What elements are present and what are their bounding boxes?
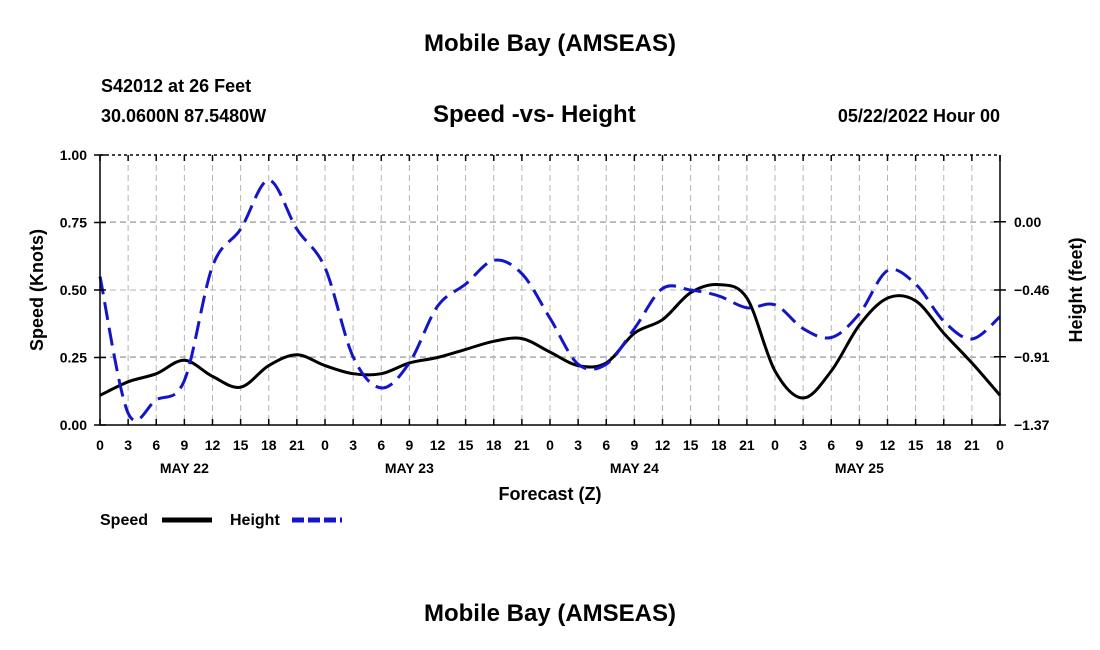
y2-tick-label: −0.91 xyxy=(1014,349,1050,365)
x-tick-label: 18 xyxy=(486,437,502,453)
x-tick-label: 12 xyxy=(430,437,446,453)
y-tick-label: 0.00 xyxy=(60,417,87,433)
x-tick-label: 0 xyxy=(771,437,779,453)
series-line-speed xyxy=(99,282,1002,400)
x-axis-title: Forecast (Z) xyxy=(498,484,601,504)
main-title: Mobile Bay (AMSEAS) xyxy=(423,30,677,57)
x-tick-label: 18 xyxy=(711,437,727,453)
series-layer xyxy=(98,178,1002,422)
x-tick-label: 21 xyxy=(289,437,305,453)
x-tick-label: 3 xyxy=(349,437,357,453)
x-tick-label: 0 xyxy=(996,437,1004,453)
axes: Forecast (Z) Speed (Knots) Height (feet)… xyxy=(27,147,1086,504)
y2-tick-label: −0.46 xyxy=(1014,282,1050,298)
legend: Speed Height xyxy=(100,512,342,529)
x-tick-label: 6 xyxy=(827,437,835,453)
coordinates-label: 30.0600N 87.5480W xyxy=(101,106,267,126)
x-tick-label: 6 xyxy=(152,437,160,453)
legend-label-height: Height xyxy=(230,512,280,529)
date-label: MAY 23 xyxy=(385,460,434,476)
x-tick-label: 18 xyxy=(261,437,277,453)
x-tick-label: 0 xyxy=(96,437,104,453)
x-tick-label: 9 xyxy=(180,437,188,453)
y2-tick-label: −1.37 xyxy=(1014,417,1050,433)
y-tick-label: 0.75 xyxy=(60,215,87,231)
footer-title: Mobile Bay (AMSEAS) xyxy=(423,600,677,627)
y-tick-label: 0.50 xyxy=(60,282,87,298)
station-label: S42012 at 26 Feet xyxy=(101,76,252,96)
x-tick-label: 9 xyxy=(630,437,638,453)
x-tick-label: 3 xyxy=(124,437,132,453)
series-line-height xyxy=(98,178,1001,422)
x-tick-label: 21 xyxy=(964,437,980,453)
x-tick-label: 15 xyxy=(683,437,699,453)
y-tick-label: 0.25 xyxy=(60,350,87,366)
x-tick-label: 21 xyxy=(739,437,755,453)
x-tick-label: 15 xyxy=(458,437,474,453)
x-tick-label: 12 xyxy=(880,437,896,453)
x-tick-label: 21 xyxy=(514,437,530,453)
y-axis-title: Speed (Knots) xyxy=(27,229,47,351)
x-tick-label: 0 xyxy=(546,437,554,453)
x-tick-label: 18 xyxy=(936,437,952,453)
date-label: MAY 25 xyxy=(835,460,884,476)
chart-title: Speed -vs- Height xyxy=(433,101,636,128)
x-tick-label: 9 xyxy=(855,437,863,453)
x-tick-label: 12 xyxy=(655,437,671,453)
x-tick-label: 0 xyxy=(321,437,329,453)
x-tick-label: 9 xyxy=(405,437,413,453)
y2-tick-label: 0.00 xyxy=(1014,214,1041,230)
forecast-datetime: 05/22/2022 Hour 00 xyxy=(837,106,1000,126)
grid xyxy=(100,155,1000,425)
x-tick-label: 3 xyxy=(799,437,807,453)
x-tick-label: 12 xyxy=(205,437,221,453)
x-tick-label: 6 xyxy=(602,437,610,453)
y-tick-label: 1.00 xyxy=(60,147,87,163)
date-label: MAY 24 xyxy=(610,460,659,476)
date-label: MAY 22 xyxy=(160,460,209,476)
x-tick-label: 15 xyxy=(233,437,249,453)
legend-label-speed: Speed xyxy=(100,512,148,529)
y2-axis-title: Height (feet) xyxy=(1066,238,1086,343)
x-tick-label: 6 xyxy=(377,437,385,453)
x-tick-label: 15 xyxy=(908,437,924,453)
x-tick-label: 3 xyxy=(574,437,582,453)
